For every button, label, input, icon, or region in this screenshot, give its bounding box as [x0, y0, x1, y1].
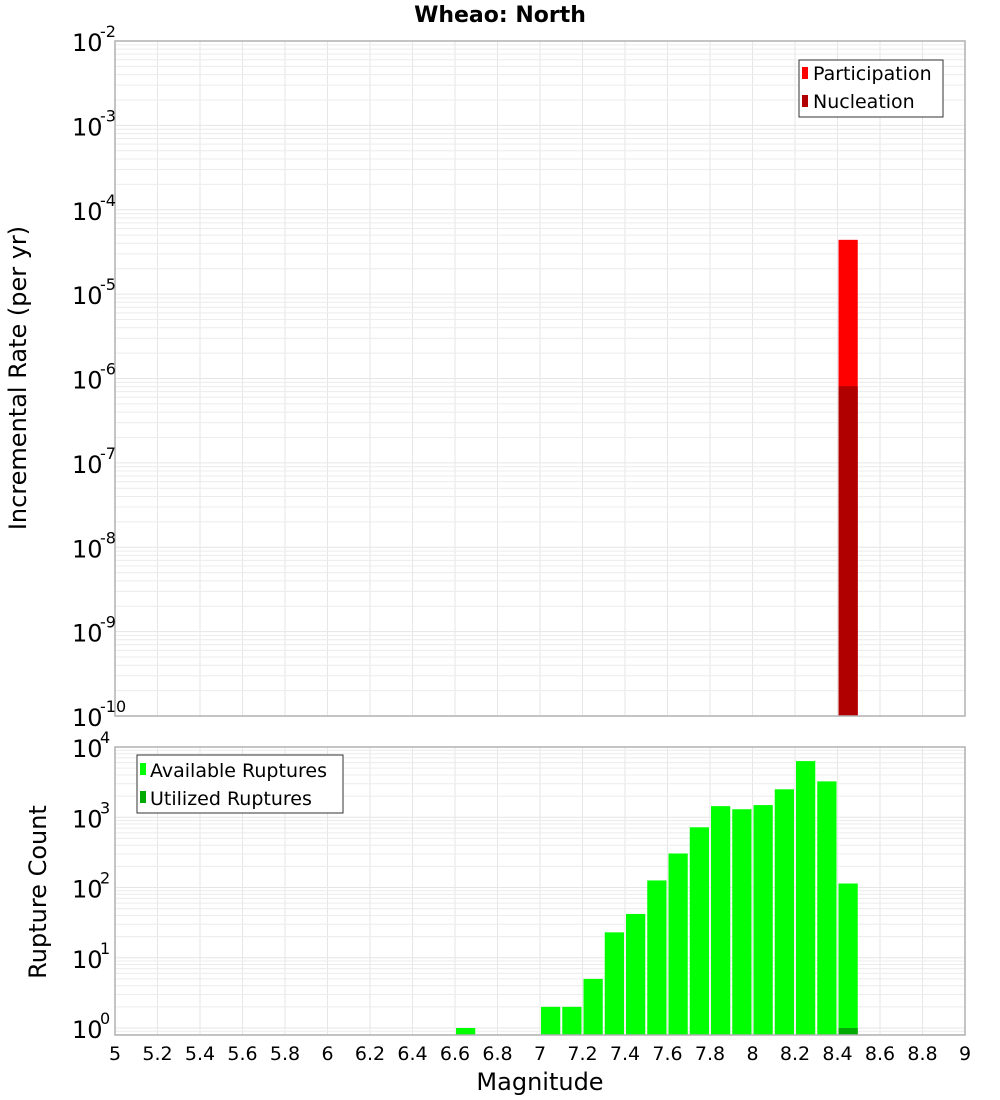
x-tick-label: 6	[321, 1043, 333, 1065]
y-tick-exponent: -7	[100, 444, 116, 463]
x-tick-label: 6.6	[440, 1043, 470, 1065]
count-bar	[668, 853, 688, 1035]
top-plot-frame	[114, 40, 966, 717]
count-bar	[456, 1028, 476, 1035]
count-bar	[562, 1006, 582, 1035]
x-tick-label: 8.4	[822, 1043, 852, 1065]
x-tick-label: 8.8	[907, 1043, 937, 1065]
y-tick-label: 10	[72, 367, 103, 395]
y-tick-exponent: 2	[100, 869, 110, 888]
count-bar	[817, 781, 837, 1035]
x-tick-label: 7.6	[652, 1043, 682, 1065]
top-legend: Participation Nucleation	[798, 59, 944, 118]
count-bar	[753, 805, 773, 1035]
x-tick-label: 7.2	[567, 1043, 597, 1065]
y-tick-label: 10	[72, 113, 103, 141]
y-tick-exponent: 4	[100, 728, 110, 747]
y-tick-exponent: 0	[100, 1009, 110, 1028]
count-bar	[647, 880, 667, 1035]
x-tick-label: 5.8	[270, 1043, 300, 1065]
top-y-axis-label: Incremental Rate (per yr)	[4, 226, 32, 530]
count-bar	[541, 1006, 561, 1035]
legend-available: Available Ruptures	[150, 760, 327, 782]
top-legend-box	[798, 59, 944, 118]
available-swatch-icon	[140, 763, 146, 775]
x-tick-label: 6.8	[482, 1043, 512, 1065]
x-tick-label: 8	[746, 1043, 758, 1065]
x-tick-label: 6.4	[397, 1043, 427, 1065]
y-tick-exponent: -8	[100, 528, 116, 547]
y-tick-label: 10	[72, 735, 103, 763]
y-tick-label: 10	[72, 282, 103, 310]
bottom-legend-box	[136, 754, 344, 814]
legend-utilized: Utilized Ruptures	[150, 788, 312, 810]
chart-title: Wheao: North	[414, 3, 586, 28]
count-bar	[711, 806, 731, 1035]
y-tick-exponent: -6	[100, 360, 116, 379]
x-tick-label: 8.6	[865, 1043, 895, 1065]
x-axis-ticks: 5 5.2 5.4 5.6 5.8 6 6.2 6.4 6.6 6.8 7 7.2 7.4 7.6 7.8 8…	[109, 1043, 971, 1065]
y-tick-exponent: -2	[100, 22, 116, 41]
x-tick-label: 8.2	[780, 1043, 810, 1065]
y-tick-label: 10	[72, 805, 103, 833]
x-tick-label: 5	[109, 1043, 121, 1065]
y-tick-label: 10	[72, 704, 103, 732]
count-bar	[838, 1028, 858, 1035]
x-tick-label: 7	[534, 1043, 546, 1065]
x-tick-label: 5.4	[185, 1043, 215, 1065]
count-bar	[626, 913, 646, 1035]
y-tick-label: 10	[72, 1016, 103, 1044]
x-axis-label: Magnitude	[476, 1068, 603, 1096]
legend-participation: Participation	[813, 63, 932, 85]
top-grid	[114, 41, 966, 717]
y-tick-exponent: -5	[100, 275, 116, 294]
count-bar	[604, 932, 624, 1035]
y-tick-label: 10	[72, 29, 103, 57]
y-tick-label: 10	[72, 198, 103, 226]
nucleation-swatch-icon	[802, 95, 808, 107]
x-tick-label: 7.4	[610, 1043, 640, 1065]
y-tick-exponent: -9	[100, 613, 116, 632]
y-tick-label: 10	[72, 535, 103, 563]
utilized-swatch-icon	[140, 791, 146, 803]
bottom-y-axis-label: Rupture Count	[24, 805, 52, 979]
y-tick-exponent: -10	[100, 697, 126, 716]
participation-swatch-icon	[802, 67, 808, 79]
rate-bar	[838, 386, 858, 716]
y-tick-label: 10	[72, 946, 103, 974]
count-bar	[732, 809, 752, 1035]
top-bars	[838, 239, 858, 716]
x-tick-label: 7.8	[695, 1043, 725, 1065]
y-tick-label: 10	[72, 876, 103, 904]
x-tick-label: 6.2	[355, 1043, 385, 1065]
count-bar	[774, 789, 794, 1035]
y-tick-exponent: 1	[100, 939, 110, 958]
x-tick-label: 9	[959, 1043, 971, 1065]
x-tick-label: 5.2	[142, 1043, 172, 1065]
x-tick-label: 5.6	[227, 1043, 257, 1065]
y-tick-exponent: -4	[100, 191, 116, 210]
top-plot: 10-210-310-410-510-610-710-810-910-10 In…	[4, 22, 966, 732]
y-tick-label: 10	[72, 620, 103, 648]
bottom-bars	[456, 761, 858, 1035]
count-bar	[583, 978, 603, 1035]
legend-nucleation: Nucleation	[813, 91, 915, 113]
count-bar	[796, 761, 816, 1035]
bottom-plot-frame	[114, 746, 966, 1036]
count-bar	[689, 827, 709, 1035]
count-bar	[838, 883, 858, 1035]
y-tick-exponent: -3	[100, 106, 116, 125]
bottom-legend: Available Ruptures Utilized Ruptures	[136, 754, 344, 814]
y-tick-exponent: 3	[100, 798, 110, 817]
y-tick-label: 10	[72, 451, 103, 479]
top-y-axis-ticks: 10-210-310-410-510-610-710-810-910-10	[72, 22, 126, 732]
